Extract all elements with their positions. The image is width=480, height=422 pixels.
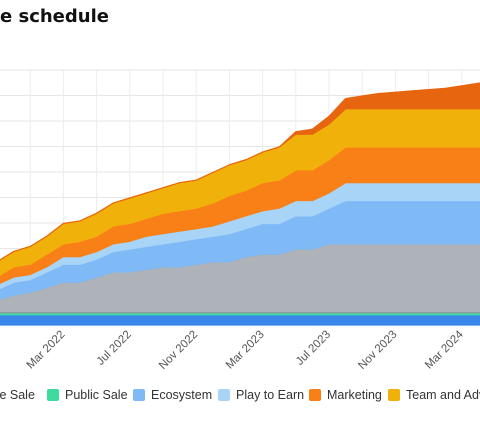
legend-label-public-sale: Public Sale: [65, 388, 128, 402]
x-axis-ticks: Mar 2022 Jul 2022 Nov 2022 Mar 2023 Jul 2023…: [25, 328, 467, 372]
chart-title: e schedule: [0, 6, 109, 27]
x-tick-label: Mar 2022: [25, 329, 68, 372]
x-tick-label: Nov 2022: [157, 329, 200, 372]
legend-label-play-to-earn: Play to Earn: [236, 388, 305, 402]
x-tick-label: Jul 2022: [95, 329, 134, 368]
legend-label-private-sale: te Sale: [0, 388, 35, 402]
area-liquidity: [0, 82, 480, 261]
legend-label-marketing: Marketing: [327, 388, 382, 402]
legend-item-team-and-advisors[interactable]: Team and Adv: [388, 388, 480, 402]
x-tick-label: Mar 2023: [224, 329, 267, 372]
legend-item-public-sale[interactable]: Public Sale: [47, 388, 128, 402]
play-to-earn-swatch-icon: [218, 389, 230, 401]
x-tick-label: Jul 2023: [294, 329, 333, 368]
legend-label-ecosystem: Ecosystem: [151, 388, 213, 402]
public-sale-swatch-icon: [47, 389, 59, 401]
legend-item-private-sale[interactable]: te Sale: [0, 388, 35, 402]
x-tick-label: Mar 2024: [423, 328, 466, 371]
x-tick-label: Nov 2023: [356, 329, 399, 372]
area-layers: [0, 82, 480, 326]
legend-label-team-and-advisors: Team and Adv: [406, 388, 480, 402]
legend-item-play-to-earn[interactable]: Play to Earn: [218, 388, 304, 402]
area-private-sale: [0, 314, 480, 326]
team-and-advisors-swatch-icon: [388, 389, 400, 401]
marketing-swatch-icon: [309, 389, 321, 401]
legend-item-ecosystem[interactable]: Ecosystem: [133, 388, 212, 402]
ecosystem-swatch-icon: [133, 389, 145, 401]
legend-item-marketing[interactable]: Marketing: [309, 388, 382, 402]
